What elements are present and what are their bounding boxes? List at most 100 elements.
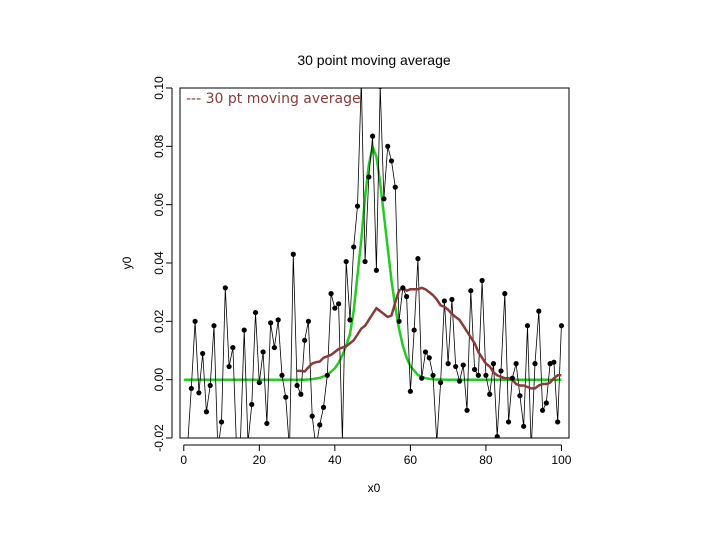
data-point — [456, 378, 463, 384]
y-tick-label: 0.02 — [152, 309, 166, 333]
y-tick-label: 0.00 — [152, 368, 166, 392]
data-point — [347, 317, 353, 323]
data-point — [411, 327, 417, 333]
y-tick-label: 0.10 — [152, 76, 166, 100]
data-point — [218, 419, 225, 425]
data-point — [211, 323, 217, 329]
data-point — [415, 256, 421, 262]
data-point — [513, 361, 519, 367]
data-point — [524, 323, 531, 329]
data-point — [279, 372, 285, 378]
data-point — [260, 349, 266, 355]
data-point — [249, 401, 255, 408]
data-point — [354, 203, 361, 209]
data-point — [264, 420, 270, 427]
data-point — [483, 372, 489, 378]
data-point — [539, 407, 546, 413]
x-axis-label: x0 — [368, 481, 381, 495]
data-point — [268, 320, 274, 326]
data-point — [207, 382, 213, 389]
data-point — [203, 409, 210, 415]
data-point — [252, 309, 259, 316]
data-point — [487, 391, 493, 397]
data-point — [378, 88, 383, 90]
data-point — [294, 382, 300, 389]
data-point — [362, 258, 368, 265]
data-point — [359, 78, 364, 83]
y-axis-label: y0 — [120, 256, 134, 269]
data-point — [426, 355, 432, 361]
data-point — [543, 400, 549, 406]
data-point — [340, 438, 345, 443]
data-point — [388, 158, 395, 164]
y-tick-label: 0.06 — [152, 193, 166, 217]
data-point — [449, 296, 455, 303]
data-point — [226, 363, 232, 370]
data-point — [509, 375, 515, 381]
data-point — [230, 344, 236, 351]
data-point — [404, 293, 410, 300]
data-point — [241, 327, 247, 333]
data-point — [317, 422, 323, 428]
data-point — [309, 413, 315, 419]
y-tick-label: 0.08 — [152, 134, 166, 158]
chart-title: 30 point moving average — [297, 52, 451, 68]
data-point — [256, 379, 262, 386]
data-point — [320, 404, 327, 410]
data-point — [494, 433, 500, 438]
data-point — [536, 308, 542, 314]
data-point — [400, 285, 406, 291]
data-point — [437, 379, 444, 386]
data-point — [505, 419, 512, 425]
data-connector-line — [187, 88, 562, 438]
data-point — [305, 318, 312, 324]
data-point — [392, 184, 398, 190]
data-point — [430, 372, 436, 378]
data-point — [502, 291, 508, 297]
data-point — [479, 277, 485, 284]
data-point — [453, 363, 459, 370]
data-point — [370, 133, 376, 139]
data-point — [324, 372, 330, 378]
x-axis: 0 20 40 60 80 100 — [180, 444, 572, 467]
data-point — [351, 244, 357, 250]
data-point — [188, 385, 194, 392]
x-tick-label: 80 — [479, 453, 493, 467]
series-layer — [183, 78, 565, 452]
x-tick-label: 60 — [404, 453, 418, 467]
data-point — [328, 291, 334, 297]
data-point — [313, 446, 318, 451]
data-point — [555, 419, 561, 425]
data-point — [283, 394, 289, 400]
x-tick-label: 20 — [253, 453, 267, 467]
data-point — [532, 361, 538, 367]
x-tick-label: 100 — [551, 453, 571, 467]
data-point — [271, 344, 278, 351]
x-tick-label: 0 — [180, 453, 187, 467]
data-point — [441, 298, 447, 304]
data-point — [529, 447, 534, 452]
data-point — [445, 361, 451, 367]
data-point — [275, 317, 281, 323]
data-point — [434, 440, 439, 445]
data-point — [475, 372, 481, 378]
data-point — [366, 174, 372, 180]
data-point — [385, 143, 391, 149]
data-point — [498, 368, 504, 374]
data-point — [298, 391, 304, 397]
data-point — [343, 258, 349, 265]
data-point — [290, 251, 296, 257]
data-point — [196, 390, 202, 396]
data-point — [287, 447, 292, 452]
data-point — [468, 288, 474, 294]
data-point — [460, 362, 466, 368]
data-point — [422, 349, 429, 355]
data-point — [332, 305, 338, 311]
legend-text: --- 30 pt moving average — [186, 91, 361, 107]
data-point — [551, 359, 557, 365]
data-point — [396, 318, 402, 324]
data-point — [336, 301, 342, 307]
data-point — [238, 440, 243, 445]
data-point — [517, 393, 523, 399]
